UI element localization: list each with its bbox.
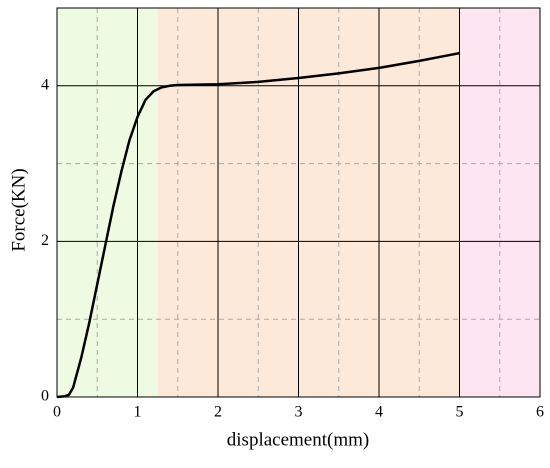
x-tick-label: 3 <box>295 404 303 421</box>
y-axis-label: Force(KN) <box>8 168 29 251</box>
y-tick-label: 4 <box>41 76 49 93</box>
x-tick-label: 2 <box>214 404 222 421</box>
x-tick-label: 4 <box>375 404 383 421</box>
region <box>57 8 158 397</box>
y-tick-label: 0 <box>41 388 49 405</box>
region <box>157 8 460 397</box>
data-line <box>56 51 460 399</box>
x-axis-label: displacement(mm) <box>227 429 369 450</box>
x-tick-label: 1 <box>134 404 142 421</box>
plot-frame <box>56 7 541 398</box>
y-tick-label: 2 <box>41 232 49 249</box>
x-tick-label: 0 <box>53 404 61 421</box>
x-tick-label: 5 <box>456 404 464 421</box>
x-tick-label: 6 <box>536 404 544 421</box>
